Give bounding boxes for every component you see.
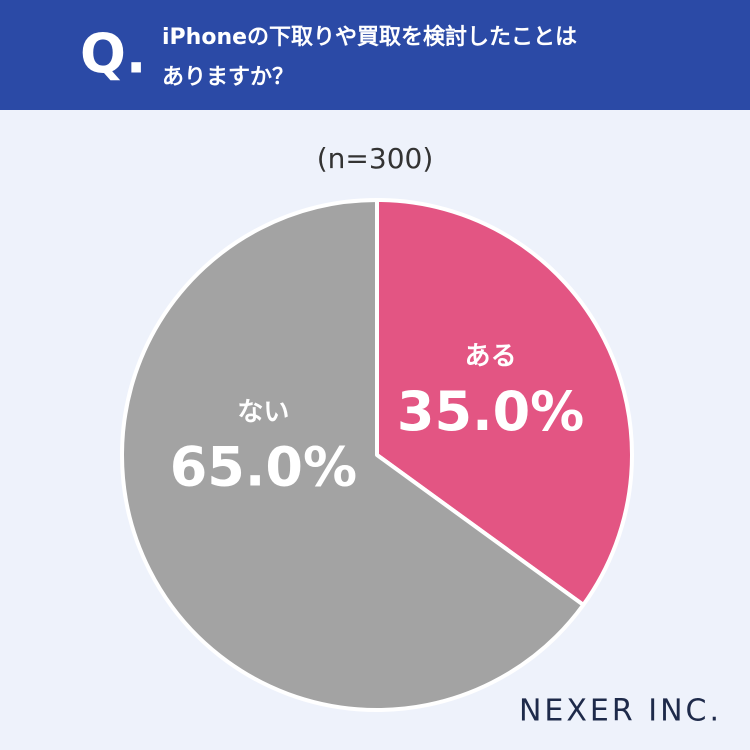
slice-label: ある — [465, 342, 517, 372]
slice-label: ない — [237, 397, 289, 427]
brand-logo: NEXER INC. — [519, 694, 722, 729]
pie-slice — [375, 198, 634, 607]
question-line: ありますか？ — [162, 65, 294, 90]
q-mark: Q. — [80, 23, 146, 86]
pie: ある 35.0% ない 65.0% — [120, 198, 634, 712]
slice-value-label: 65.0% — [170, 436, 357, 499]
question-line: iPhoneの下取りや買取を検討したことは — [162, 24, 577, 50]
slice-value-label: 35.0% — [397, 380, 584, 443]
subtitle: (n=300) — [317, 142, 434, 175]
pie-slice — [120, 198, 586, 712]
header-band — [0, 0, 750, 110]
